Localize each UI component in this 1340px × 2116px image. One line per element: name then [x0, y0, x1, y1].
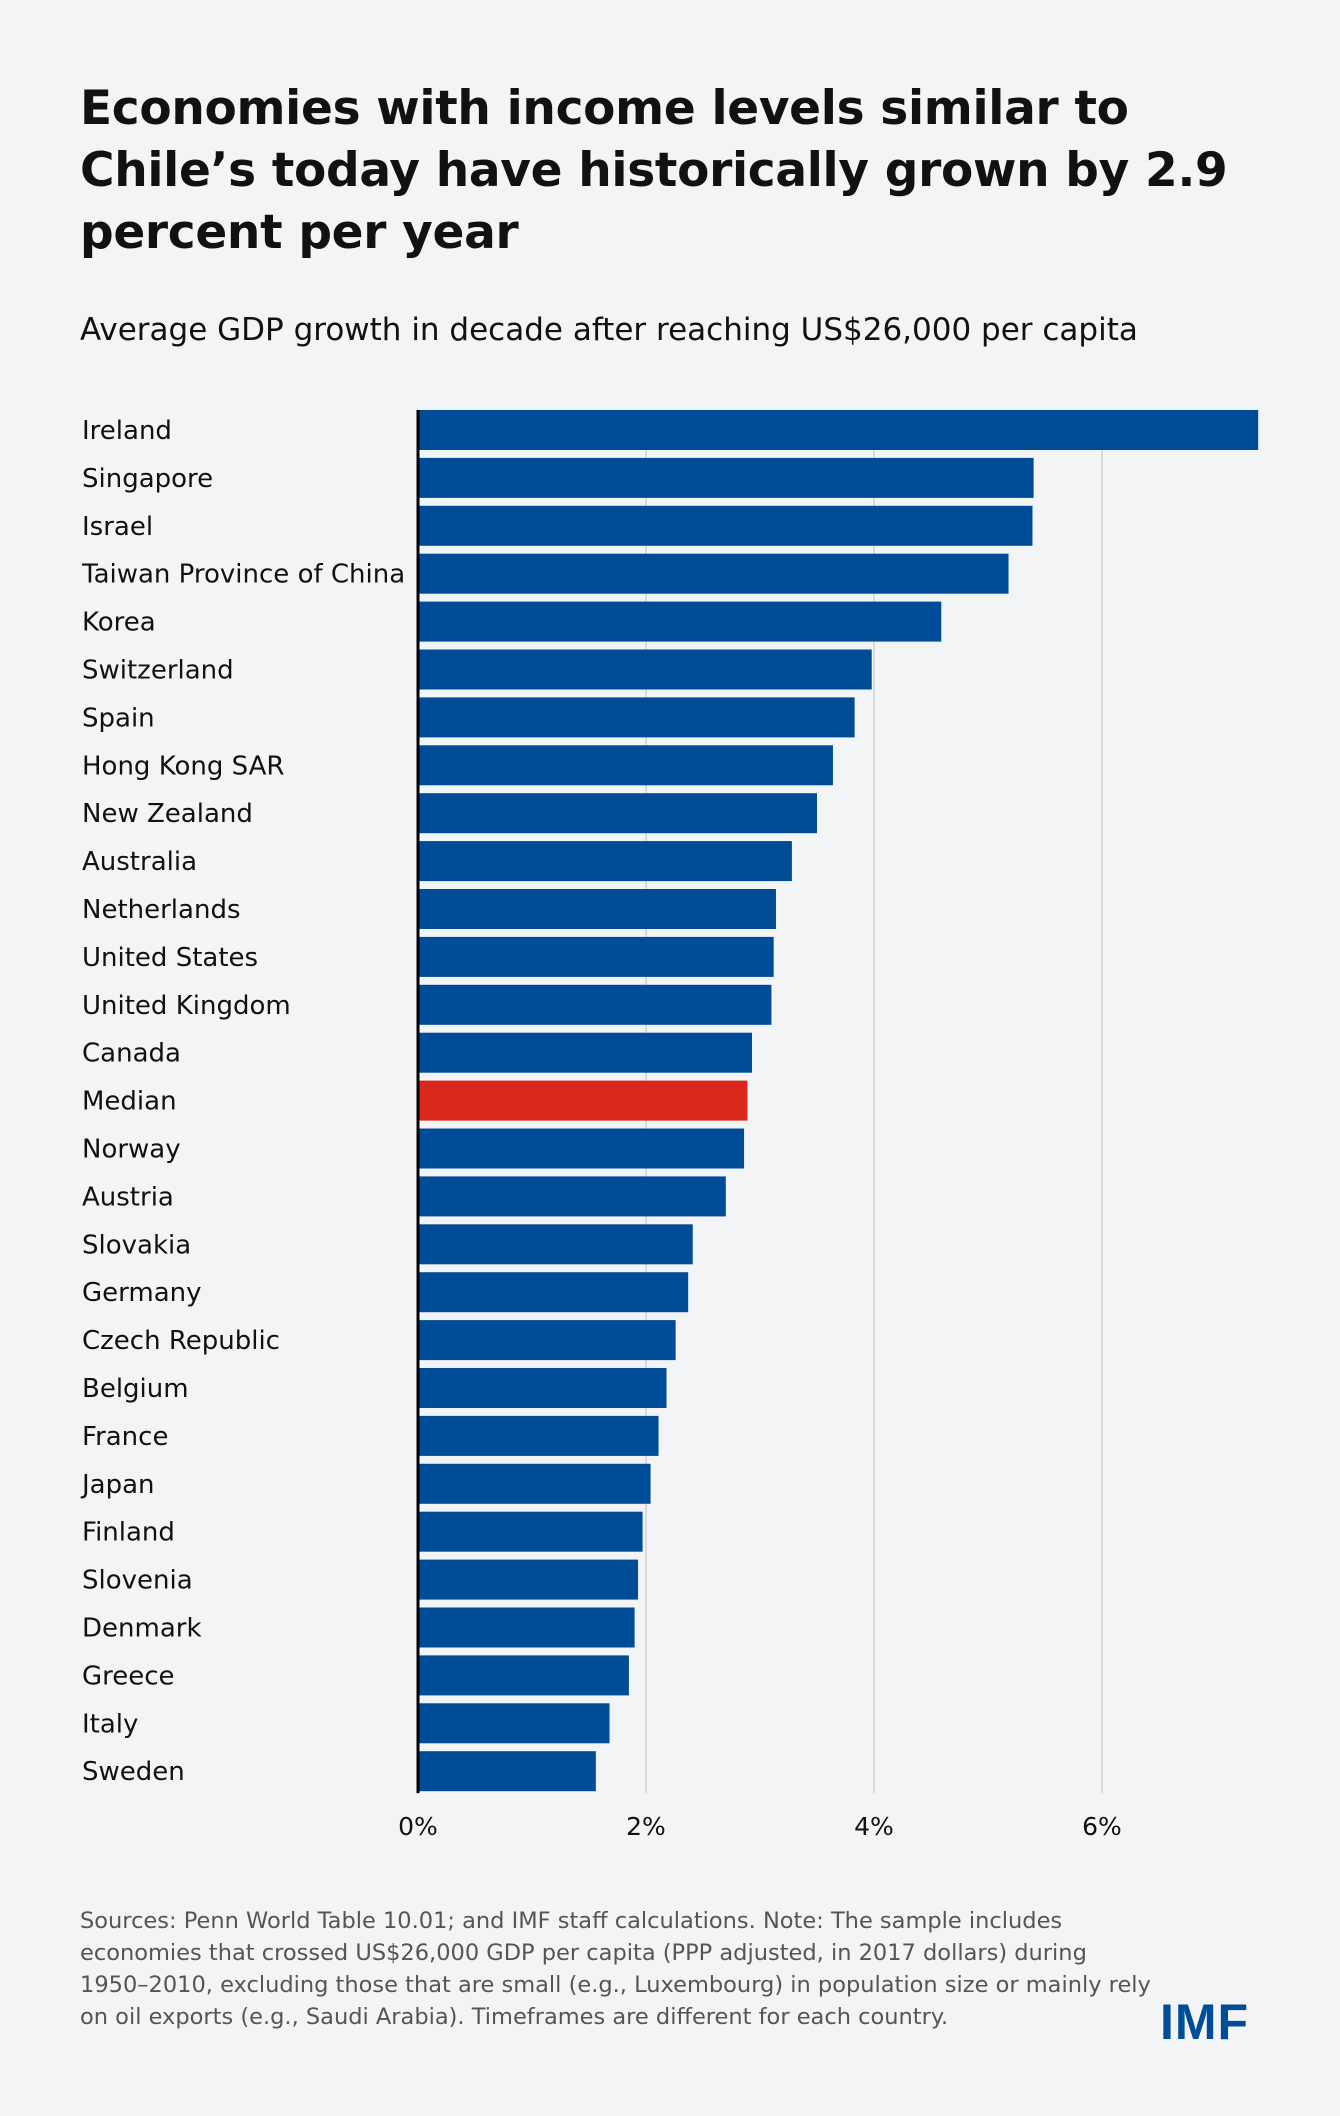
bar — [418, 1463, 651, 1504]
category-label: Germany — [82, 1278, 202, 1308]
category-label: New Zealand — [82, 799, 253, 829]
category-label: Czech Republic — [82, 1326, 280, 1356]
category-label: Norway — [82, 1135, 181, 1165]
bar — [418, 1703, 610, 1744]
bar — [418, 745, 833, 786]
category-label: Spain — [82, 703, 155, 733]
bar — [418, 601, 942, 642]
category-label: Slovenia — [82, 1566, 193, 1596]
bar — [418, 1415, 659, 1456]
category-label: Switzerland — [82, 656, 234, 686]
footnote: Sources: Penn World Table 10.01; and IMF… — [80, 1908, 1151, 2030]
category-label: Sweden — [82, 1757, 185, 1787]
chart-title: Economies with income levels similar to … — [80, 81, 1228, 260]
bar — [418, 1559, 639, 1600]
bar — [418, 793, 817, 834]
category-label: Australia — [82, 847, 197, 877]
category-label: Slovakia — [82, 1230, 191, 1260]
bar — [418, 1655, 629, 1696]
chart-subtitle: Average GDP growth in decade after reach… — [80, 312, 1138, 348]
category-label: Taiwan Province of China — [81, 560, 405, 590]
category-label: Denmark — [82, 1614, 202, 1644]
bar — [418, 505, 1033, 546]
category-label: Austria — [82, 1182, 174, 1212]
category-label: Median — [82, 1087, 177, 1117]
category-label: Israel — [82, 512, 153, 542]
category-label: France — [82, 1422, 168, 1452]
bar — [418, 1032, 753, 1073]
category-label: Finland — [82, 1518, 175, 1548]
imf-logo: IMF — [1160, 1994, 1250, 2050]
bar — [418, 1511, 643, 1552]
bar — [418, 889, 776, 929]
category-label: Korea — [82, 608, 156, 638]
bar — [418, 1751, 596, 1792]
bar — [418, 457, 1034, 498]
category-label: Japan — [80, 1470, 155, 1500]
bar — [418, 1320, 676, 1361]
bar — [418, 1607, 635, 1648]
bar-chart: 0% 2% 4% 6% Ireland Singapore Israel Taiwan Pro… — [80, 410, 1259, 1841]
category-label: Canada — [82, 1039, 181, 1069]
category-label: Belgium — [82, 1374, 189, 1404]
bar — [418, 410, 1259, 450]
bar — [418, 1272, 689, 1313]
bar — [418, 1368, 667, 1408]
bar — [418, 984, 772, 1025]
bar — [418, 649, 872, 690]
x-tick-label: 4% — [854, 1812, 894, 1841]
category-label: Greece — [82, 1661, 175, 1691]
x-tick-label: 0% — [398, 1812, 438, 1841]
bar — [418, 697, 855, 738]
bar — [418, 936, 774, 977]
category-label: Netherlands — [82, 895, 241, 925]
category-label: Hong Kong SAR — [82, 751, 284, 781]
bar — [418, 553, 1009, 594]
category-label: United Kingdom — [82, 991, 291, 1021]
bar — [418, 1128, 745, 1169]
category-label: Ireland — [82, 416, 172, 446]
x-tick-label: 2% — [626, 1812, 666, 1841]
bar — [418, 1176, 726, 1217]
bar — [418, 841, 792, 882]
category-label: Singapore — [82, 464, 213, 494]
category-label: United States — [82, 943, 258, 973]
bar — [418, 1224, 693, 1265]
x-tick-label: 6% — [1082, 1812, 1122, 1841]
category-label: Italy — [82, 1709, 138, 1739]
median-bar — [418, 1080, 748, 1121]
